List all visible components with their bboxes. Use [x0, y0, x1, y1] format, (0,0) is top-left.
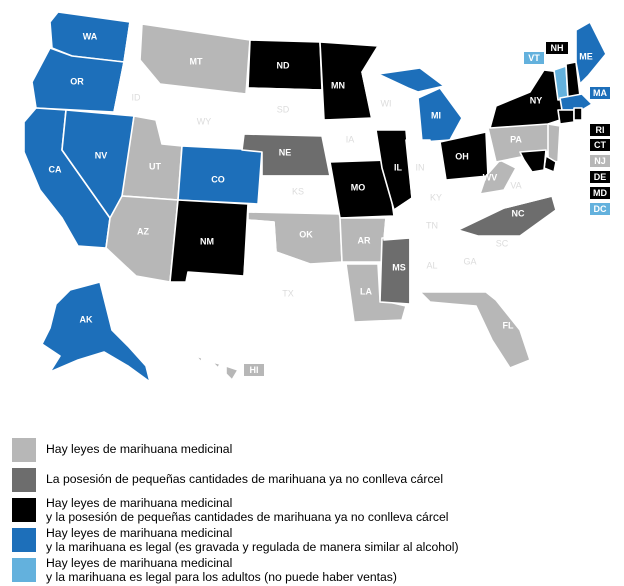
- callout-dc: DC: [590, 203, 610, 215]
- us-marijuana-map: WA OR CA NV CO AK MT ND MN MI NY OH IL M…: [23, 11, 610, 383]
- state-nm: [169, 199, 249, 283]
- label-in: IN: [416, 162, 425, 172]
- state-fl: [419, 291, 531, 369]
- label-ne: NE: [279, 147, 292, 157]
- state-mo: [329, 159, 395, 219]
- label-co: CO: [211, 174, 225, 184]
- state-md: [519, 149, 547, 173]
- state-ct: [557, 109, 575, 125]
- legend-label: Hay leyes de marihuana medicinal y la ma…: [46, 526, 459, 554]
- legend-label: Hay leyes de marihuana medicinal: [46, 442, 233, 456]
- label-az: AZ: [137, 226, 149, 236]
- label-va: VA: [510, 180, 521, 190]
- label-ny: NY: [530, 95, 543, 105]
- label-mo: MO: [351, 182, 366, 192]
- label-ia: IA: [346, 134, 355, 144]
- svg-text:CT: CT: [594, 140, 606, 150]
- callout-md: MD: [590, 187, 610, 199]
- legend-swatch: [12, 498, 36, 522]
- label-tx: TX: [282, 288, 294, 298]
- label-la: LA: [360, 286, 372, 296]
- legend-item-medical: Hay leyes de marihuana medicinal: [12, 436, 616, 464]
- label-ok: OK: [299, 229, 313, 239]
- state-nj: [547, 123, 561, 163]
- callout-ct: CT: [590, 139, 610, 151]
- label-sd: SD: [277, 104, 290, 114]
- label-mt: MT: [190, 56, 203, 66]
- label-nd: ND: [277, 60, 290, 70]
- state-wv: [479, 159, 517, 195]
- label-ak: AK: [80, 314, 93, 324]
- label-id: ID: [132, 92, 142, 102]
- label-mn: MN: [331, 80, 345, 90]
- state-co: [177, 145, 263, 205]
- legend-item-legal-taxed: Hay leyes de marihuana medicinal y la ma…: [12, 526, 616, 554]
- label-wi: WI: [381, 98, 392, 108]
- state-ma: [559, 93, 593, 111]
- svg-text:MD: MD: [593, 188, 607, 198]
- svg-text:VT: VT: [528, 53, 540, 63]
- legend-item-medical-decrim: Hay leyes de marihuana medicinal y la po…: [12, 496, 616, 524]
- state-ri: [573, 107, 583, 121]
- label-nv: NV: [95, 150, 108, 160]
- svg-text:HI: HI: [250, 365, 259, 375]
- legend-swatch: [12, 438, 36, 462]
- state-me: [575, 21, 607, 85]
- label-or: OR: [70, 76, 84, 86]
- callout-nh: NH: [546, 42, 568, 54]
- svg-text:NH: NH: [551, 43, 564, 53]
- state-hi: [195, 355, 239, 381]
- svg-text:MA: MA: [593, 88, 607, 98]
- callout-nj: NJ: [590, 155, 610, 167]
- label-ky: KY: [430, 192, 442, 202]
- state-la: [345, 263, 407, 323]
- label-wv: WV: [483, 172, 498, 182]
- legend-swatch: [12, 558, 36, 582]
- state-mi: [377, 67, 463, 143]
- svg-text:NJ: NJ: [594, 156, 606, 166]
- label-fl: FL: [503, 320, 514, 330]
- state-az: [105, 195, 179, 283]
- label-mi: MI: [431, 110, 441, 120]
- legend-item-decrim: La posesión de pequeñas cantidades de ma…: [12, 466, 616, 494]
- legend-label: La posesión de pequeñas cantidades de ma…: [46, 472, 444, 486]
- legend-swatch: [12, 528, 36, 552]
- label-oh: OH: [455, 151, 469, 161]
- legend-label: Hay leyes de marihuana medicinal y la ma…: [46, 556, 397, 584]
- label-al: AL: [426, 260, 437, 270]
- label-ga: GA: [463, 256, 476, 266]
- label-sc: SC: [496, 238, 509, 248]
- legend: Hay leyes de marihuana medicinal La pose…: [12, 436, 616, 586]
- callout-me: ME: [579, 51, 593, 61]
- callout-de: DE: [590, 171, 610, 183]
- label-pa: PA: [510, 134, 522, 144]
- label-ms: MS: [392, 262, 406, 272]
- state-wi: [361, 71, 413, 121]
- label-wy: WY: [197, 116, 212, 126]
- legend-item-legal-no-sales: Hay leyes de marihuana medicinal y la ma…: [12, 556, 616, 584]
- label-ut: UT: [149, 161, 161, 171]
- label-ca: CA: [49, 164, 62, 174]
- state-mt: [139, 23, 251, 95]
- label-nc: NC: [512, 208, 525, 218]
- svg-text:RI: RI: [596, 125, 605, 135]
- label-tn: TN: [426, 220, 438, 230]
- state-ak: [41, 281, 151, 383]
- label-nm: NM: [200, 236, 214, 246]
- callout-ma: MA: [590, 87, 610, 99]
- state-tx: [199, 219, 351, 377]
- svg-text:DE: DE: [594, 172, 607, 182]
- label-ks: KS: [292, 186, 304, 196]
- callout-hi: HI: [244, 364, 264, 376]
- legend-label: Hay leyes de marihuana medicinal y la po…: [46, 496, 449, 524]
- svg-text:ME: ME: [579, 51, 593, 61]
- label-il: IL: [394, 162, 403, 172]
- label-wa: WA: [83, 31, 98, 41]
- legend-swatch: [12, 468, 36, 492]
- svg-text:DC: DC: [594, 204, 607, 214]
- label-ar: AR: [358, 235, 371, 245]
- callout-ri: RI: [590, 124, 610, 136]
- callout-vt: VT: [524, 52, 544, 64]
